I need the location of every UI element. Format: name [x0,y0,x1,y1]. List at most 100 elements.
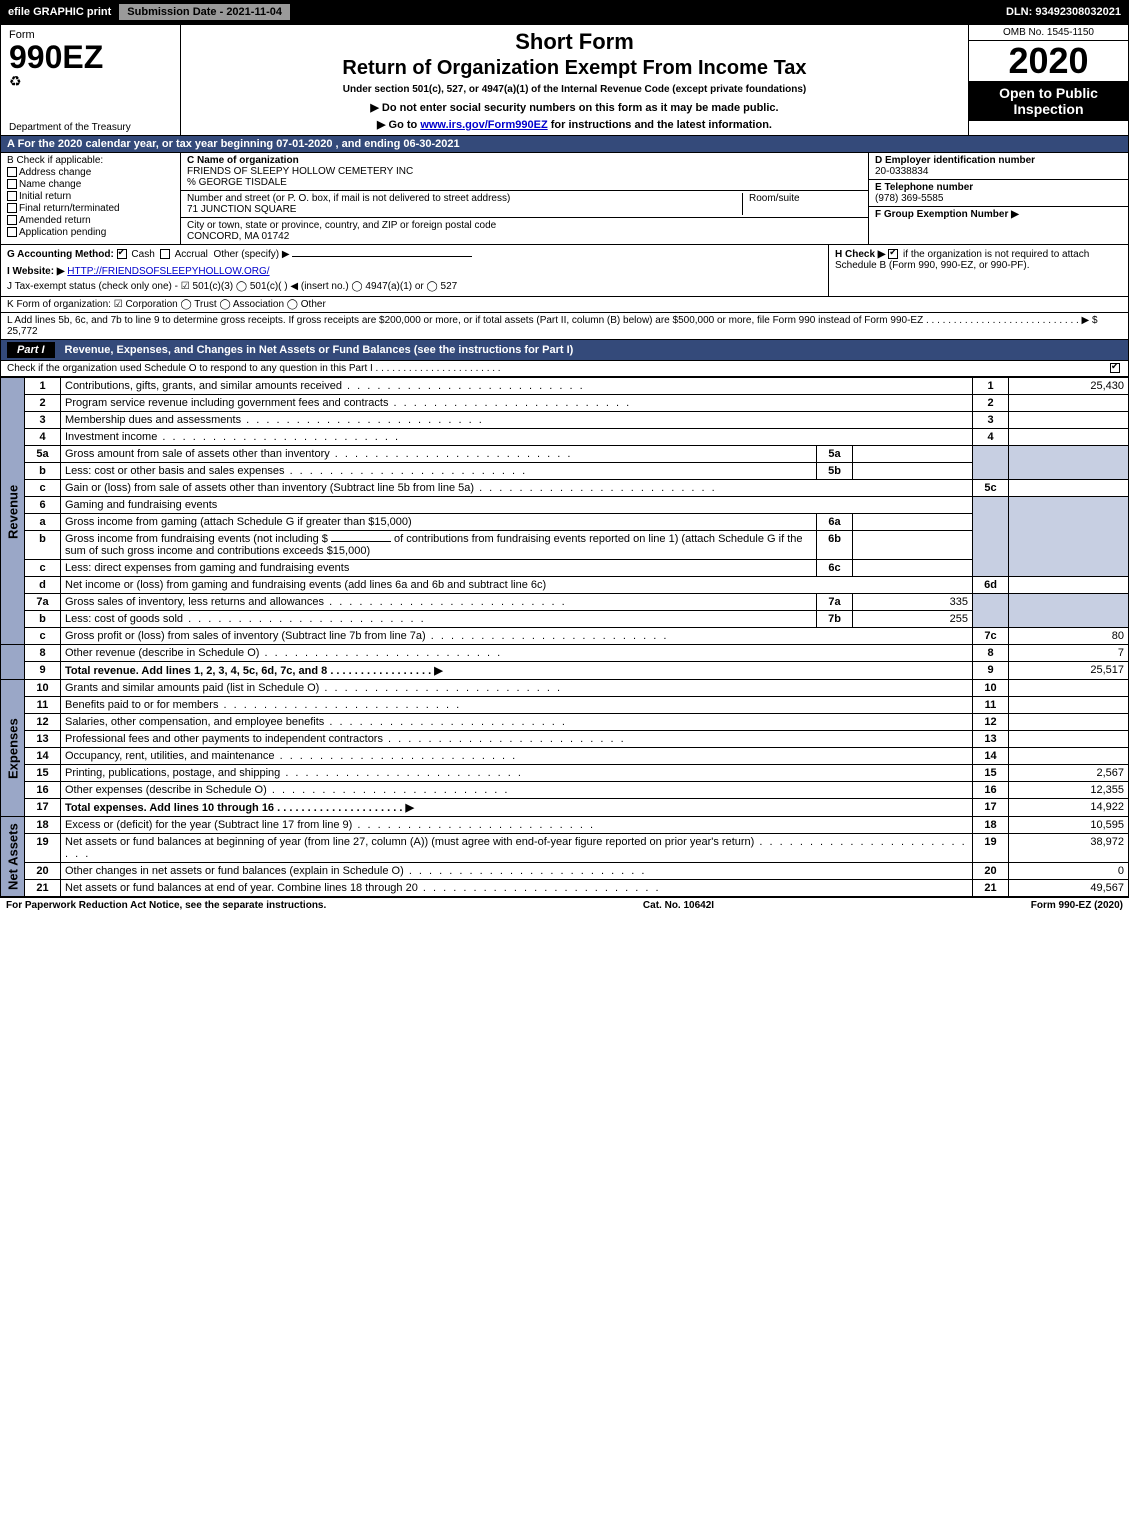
r9-ln: 9 [973,662,1009,680]
city: CONCORD, MA 01742 [187,231,496,242]
row-k: K Form of organization: ☑ Corporation ◯ … [0,297,1129,313]
r4-ln: 4 [973,429,1009,446]
goto-link[interactable]: www.irs.gov/Form990EZ [420,119,547,131]
r6-num: 6 [25,497,61,514]
r12-amt [1009,714,1129,731]
g-accounting: G Accounting Method: Cash Accrual Other … [1,245,828,296]
r7a-desc: Gross sales of inventory, less returns a… [65,596,567,608]
r6a-sl: 6a [817,514,853,531]
side-revenue: Revenue [1,378,25,645]
g-label: G Accounting Method: [7,249,114,260]
r13-desc: Professional fees and other payments to … [65,733,626,745]
cb-final-return[interactable]: Final return/terminated [7,203,174,214]
efile-label[interactable]: efile GRAPHIC print [0,4,119,20]
r7b-sv: 255 [853,611,973,628]
r2-desc: Program service revenue including govern… [65,397,631,409]
website-link[interactable]: HTTP://FRIENDSOFSLEEPYHOLLOW.ORG/ [67,266,269,277]
b-title: B Check if applicable: [7,155,174,166]
r2-amt [1009,395,1129,412]
r4-desc: Investment income [65,431,400,443]
r3-desc: Membership dues and assessments [65,414,484,426]
r14-ln: 14 [973,748,1009,765]
section-c: C Name of organization FRIENDS OF SLEEPY… [181,153,868,244]
phone-value: (978) 369-5585 [875,193,1122,204]
top-bar: efile GRAPHIC print Submission Date - 20… [0,0,1129,24]
r6b-blank[interactable] [331,541,391,542]
header-mid: Short Form Return of Organization Exempt… [181,25,968,135]
r6c-num: c [25,560,61,577]
r20-amt: 0 [1009,863,1129,880]
r8-ln: 8 [973,645,1009,662]
r7b-desc: Less: cost of goods sold [65,613,426,625]
recycle-icon: ♻ [9,73,172,90]
goto-post: for instructions and the latest informat… [551,119,772,131]
r18-desc: Excess or (deficit) for the year (Subtra… [65,819,595,831]
part1-title: Revenue, Expenses, and Changes in Net As… [65,344,574,356]
r16-ln: 16 [973,782,1009,799]
cb-h[interactable] [888,249,898,259]
r5b-sv [853,463,973,480]
section-b: B Check if applicable: Address change Na… [1,153,181,244]
cb-application-pending[interactable]: Application pending [7,227,174,238]
r6d-num: d [25,577,61,594]
ein-value: 20-0338834 [875,166,1122,177]
r5a-num: 5a [25,446,61,463]
r7c-desc: Gross profit or (loss) from sales of inv… [65,630,668,642]
r14-desc: Occupancy, rent, utilities, and maintena… [65,750,517,762]
r8-num: 8 [25,645,61,662]
r10-ln: 10 [973,680,1009,697]
r1-ln: 1 [973,378,1009,395]
r14-amt [1009,748,1129,765]
cash-label: Cash [131,249,154,260]
department: Department of the Treasury [9,122,131,133]
r6d-desc: Net income or (loss) from gaming and fun… [61,577,973,594]
r8-desc: Other revenue (describe in Schedule O) [65,647,502,659]
r10-amt [1009,680,1129,697]
other-label: Other (specify) ▶ [213,249,289,260]
open-public: Open to Public Inspection [969,81,1128,121]
r1-amt: 25,430 [1009,378,1129,395]
group-label: F Group Exemption Number ▶ [875,209,1019,220]
r9-desc: Total revenue. Add lines 1, 2, 3, 4, 5c,… [65,665,443,677]
r20-desc: Other changes in net assets or fund bala… [65,865,646,877]
r2-num: 2 [25,395,61,412]
r3-num: 3 [25,412,61,429]
d-ein: D Employer identification number 20-0338… [869,153,1128,180]
r14-num: 14 [25,748,61,765]
r10-num: 10 [25,680,61,697]
cb-accrual[interactable] [160,249,170,259]
cb-cash[interactable] [117,249,127,259]
r15-amt: 2,567 [1009,765,1129,782]
r21-num: 21 [25,880,61,897]
r5c-num: c [25,480,61,497]
tax-year: 2020 [969,41,1128,81]
care-of: % GEORGE TISDALE [187,177,413,188]
cb-initial-return[interactable]: Initial return [7,191,174,202]
header-right: OMB No. 1545-1150 2020 Open to Public In… [968,25,1128,135]
r19-amt: 38,972 [1009,834,1129,863]
r6a-desc: Gross income from gaming (attach Schedul… [61,514,817,531]
r7a-sv: 335 [853,594,973,611]
r5b-num: b [25,463,61,480]
subtitle: Under section 501(c), 527, or 4947(a)(1)… [189,84,960,95]
row-l: L Add lines 5b, 6c, and 7b to line 9 to … [0,313,1129,340]
r13-amt [1009,731,1129,748]
goto-pre: ▶ Go to [377,119,420,131]
cb-name-change[interactable]: Name change [7,179,174,190]
r11-desc: Benefits paid to or for members [65,699,461,711]
r21-ln: 21 [973,880,1009,897]
r7c-amt: 80 [1009,628,1129,645]
r7b-sl: 7b [817,611,853,628]
r6a-sv [853,514,973,531]
r6-desc: Gaming and fundraising events [61,497,973,514]
other-specify-input[interactable] [292,256,472,257]
cb-amended-return[interactable]: Amended return [7,215,174,226]
cb-part1-schedule-o[interactable] [1110,363,1120,373]
r5c-amt [1009,480,1129,497]
r4-amt [1009,429,1129,446]
cb-address-change[interactable]: Address change [7,167,174,178]
c-street-row: Number and street (or P. O. box, if mail… [181,191,868,218]
r7b-num: b [25,611,61,628]
r16-num: 16 [25,782,61,799]
r15-desc: Printing, publications, postage, and shi… [65,767,523,779]
